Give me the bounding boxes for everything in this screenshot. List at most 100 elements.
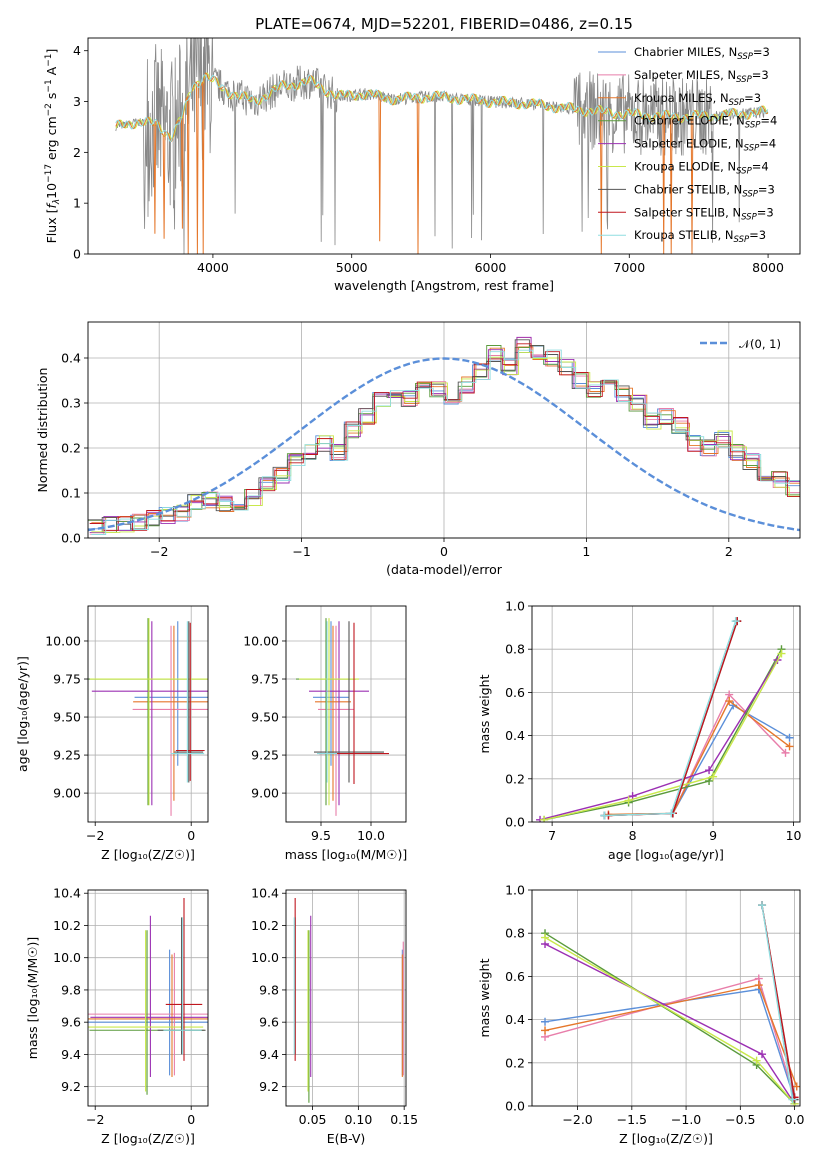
series-line (761, 904, 794, 1100)
errorbar-salpeter_miles (318, 625, 354, 816)
errorbar-kroupa_stelib (163, 917, 202, 1055)
x-tick-label: 10 (786, 828, 802, 843)
mass_vs_metal-axes: −2 0 9.2 9.4 9.6 9.8 10.0 10.2 10.4 Z [log₁₀(Z/Z☉… (25, 886, 209, 1146)
y-tick-label: 9.4 (61, 1047, 81, 1062)
legend-entry: Salpeter STELIB, NSSP=3 (598, 205, 774, 222)
errorbar-salpeter_stelib (175, 622, 205, 781)
point-marker (781, 748, 790, 757)
point-marker (788, 1095, 797, 1104)
y-tick-label: 10.00 (45, 633, 81, 648)
y-tick-label: 9.25 (251, 748, 279, 763)
point-marker (541, 933, 550, 942)
series-line (539, 659, 779, 821)
x-tick-label: 0.10 (344, 1112, 372, 1127)
model-spectrum-kroupa_stelib (115, 74, 769, 143)
x-tick-label: −2 (150, 544, 168, 559)
y-tick-label: 10.4 (53, 886, 81, 901)
legend-label: Chabrier MILES, NSSP=3 (634, 45, 770, 62)
x-axis-label: mass [log₁₀(M/M☉)] (285, 847, 407, 862)
y-tick-label: 9.8 (259, 982, 279, 997)
x-tick-label: 0 (187, 828, 195, 843)
residuals-axes: −2 −1 0 1 2 0.0 0.1 0.2 0.3 0.4 (data-model)/error… (35, 321, 801, 577)
x-tick-label: 0 (187, 1112, 195, 1127)
axes-frame (531, 605, 801, 823)
x-tick-label: 6000 (475, 260, 507, 275)
point-marker (777, 649, 786, 658)
axes-frame (87, 605, 209, 823)
point-marker (754, 981, 763, 990)
spectrum-plot-area (115, 38, 769, 254)
y-tick-label: 9.4 (259, 1047, 279, 1062)
axes-frame (87, 889, 209, 1107)
point-marker (624, 796, 633, 805)
legend-label: 𝒩(0, 1) (739, 337, 781, 351)
mass_vs_ebv-plot-area (293, 898, 404, 1103)
mass_vs_ebv-axes: 0.05 0.10 0.15 9.2 9.4 9.6 9.8 10.0 10.2 10.4 E(B-… (251, 886, 418, 1146)
y-tick-label: 0.0 (61, 531, 81, 546)
x-tick-label: −1.5 (617, 1112, 647, 1127)
point-marker (541, 1017, 550, 1026)
y-tick-label: 10.0 (53, 950, 81, 965)
x-axis-label: age [log₁₀(age/yr)] (608, 847, 724, 862)
legend-label: Chabrier STELIB, NSSP=3 (634, 182, 775, 199)
x-tick-label: 2 (725, 544, 733, 559)
errorbar-kroupa_miles (88, 954, 208, 1077)
x-tick-label: 9.5 (311, 828, 331, 843)
legend-entry: Kroupa ELODIE, NSSP=4 (598, 160, 769, 177)
y-axis-label: Flux [fλ10−17 erg cm−2 s−1 A−1] (44, 49, 62, 244)
age_vs_mass-plot-area (296, 618, 389, 816)
point-marker (731, 617, 740, 626)
age_vs_metal-axes: −2 0 9.00 9.25 9.50 9.75 10.00 Z [log₁₀(Z/Z☉)] a… (15, 605, 209, 862)
x-tick-label: 10.0 (357, 828, 385, 843)
x-tick-label: 0.15 (390, 1112, 418, 1127)
y-tick-label: 0.4 (505, 1012, 525, 1027)
errorbar-chabrier_miles (313, 621, 349, 766)
errorbar-salpeter_elodie (90, 915, 208, 1077)
y-tick-label: 9.25 (53, 748, 81, 763)
y-axis-label: Normed distribution (35, 368, 50, 493)
x-tick-label: 9 (709, 828, 717, 843)
y-tick-label: 9.8 (61, 982, 81, 997)
y-tick-label: 0.2 (61, 441, 81, 456)
x-axis-label: (data-model)/error (386, 562, 503, 577)
legend-entry: Chabrier STELIB, NSSP=3 (598, 182, 775, 199)
x-axis-label: wavelength [Angstrom, rest frame] (334, 278, 554, 293)
errorbar-kroupa_stelib (317, 621, 337, 783)
y-tick-label: 10.00 (243, 633, 279, 648)
y-tick-label: 0.6 (505, 685, 525, 700)
legend-label: Kroupa STELIB, NSSP=3 (634, 228, 766, 245)
x-axis-label: Z [log₁₀(Z/Z☉)] (101, 1131, 195, 1146)
errorbar-salpeter_elodie (309, 621, 369, 806)
y-tick-label: 9.6 (61, 1015, 81, 1030)
legend-label: Salpeter ELODIE, NSSP=4 (634, 137, 776, 154)
y-tick-label: 1 (73, 196, 81, 211)
y-tick-label: 9.75 (53, 672, 81, 687)
y-tick-label: 10.4 (251, 886, 279, 901)
x-tick-label: 7 (548, 828, 556, 843)
legend-entry: Salpeter ELODIE, NSSP=4 (598, 137, 776, 154)
x-tick-label: 0 (440, 544, 448, 559)
legend-entry: Chabrier MILES, NSSP=3 (598, 45, 770, 62)
y-tick-label: 0.2 (505, 771, 525, 786)
y-axis-label: mass weight (477, 674, 492, 753)
age_vs_mass-axes: 9.5 10.0 9.00 9.25 9.50 9.75 10.00 mass [log₁₀(… (243, 605, 407, 862)
x-tick-label: −2 (86, 828, 104, 843)
x-tick-label: 8000 (752, 260, 784, 275)
legend-entry: Chabrier ELODIE, NSSP=4 (598, 114, 777, 131)
errorbar-salpeter_miles (132, 625, 208, 816)
series-line (543, 648, 783, 821)
legend-label: Salpeter STELIB, NSSP=3 (634, 205, 774, 222)
point-marker (792, 1082, 800, 1091)
legend-label: Kroupa ELODIE, NSSP=4 (634, 160, 769, 177)
point-marker (785, 742, 794, 751)
axes-frame (87, 321, 801, 539)
y-tick-label: 9.6 (259, 1015, 279, 1030)
point-marker (540, 815, 549, 822)
x-axis-label: Z [log₁₀(Z/Z☉)] (619, 1131, 713, 1146)
x-axis-label: E(B-V) (327, 1131, 366, 1146)
y-tick-label: 9.2 (259, 1079, 279, 1094)
y-tick-label: 9.2 (61, 1079, 81, 1094)
hist-kroupa_stelib (91, 349, 800, 535)
x-tick-label: 8 (629, 828, 637, 843)
